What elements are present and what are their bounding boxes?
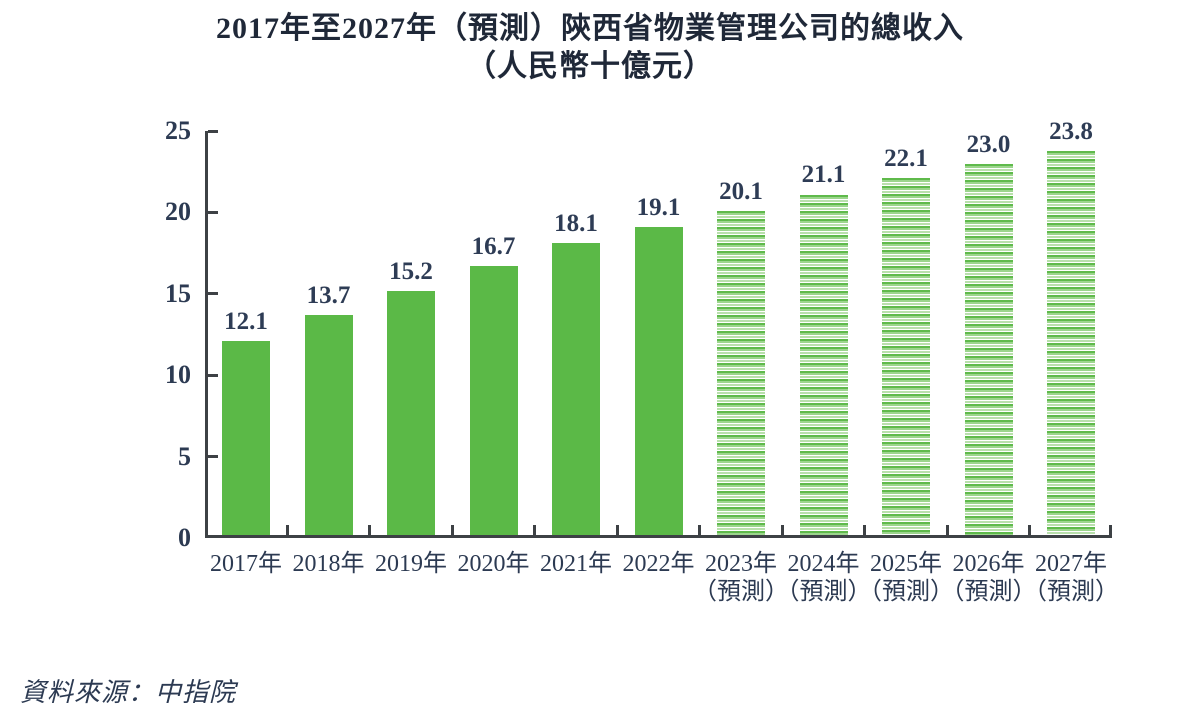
x-axis-tick xyxy=(863,525,867,535)
x-axis-tick xyxy=(1028,525,1032,535)
x-axis-tick xyxy=(368,525,372,535)
x-category-label: 2024年 （預測） xyxy=(769,550,879,607)
y-tick-label: 20 xyxy=(165,197,191,227)
bar-value-label: 12.1 xyxy=(224,308,268,335)
x-category-label: 2025年 （預測） xyxy=(851,550,961,607)
bar-value-label: 23.0 xyxy=(966,130,1011,158)
y-tick-label: 15 xyxy=(165,278,191,308)
x-category-year: 2023年 xyxy=(705,551,777,577)
y-tick-label: 10 xyxy=(165,360,191,390)
x-axis-tick xyxy=(533,525,537,535)
y-axis-tick xyxy=(208,292,218,296)
bar-value-label: 13.7 xyxy=(306,281,351,309)
bar-value-label: 18.1 xyxy=(554,210,598,238)
x-category-year: 2026年 xyxy=(952,551,1025,577)
bar-2020年 xyxy=(469,266,518,535)
chart-title-line1: 2017年至2027年（預測）陝西省物業管理公司的總收入 xyxy=(216,12,964,45)
x-category-year: 2019年 xyxy=(375,551,447,577)
x-category-forecast-tag: （預測） xyxy=(940,579,1037,606)
x-axis-tick xyxy=(615,525,619,535)
bar-value-label: 20.1 xyxy=(719,177,763,205)
bar-value-label: 23.8 xyxy=(1049,117,1093,145)
x-category-label: 2021年 xyxy=(521,550,631,578)
x-category-year: 2022年 xyxy=(622,551,695,577)
x-category-forecast-tag: （預測） xyxy=(1023,579,1119,606)
x-category-forecast-tag: （預測） xyxy=(693,579,789,606)
x-category-year: 2020年 xyxy=(457,551,530,577)
y-axis-tick xyxy=(208,373,218,377)
x-category-label: 2023年 （預測） xyxy=(686,550,796,607)
x-category-label: 2018年 xyxy=(274,550,384,578)
y-axis-tick xyxy=(208,455,218,459)
x-category-label: 2017年 xyxy=(191,550,301,578)
bar-2023年 xyxy=(717,210,765,535)
x-category-year: 2027年 xyxy=(1035,551,1107,577)
y-tick-label: 5 xyxy=(178,441,191,471)
x-category-label: 2020年 xyxy=(439,550,549,578)
plot-area: 0 5 10 15 20 25 12.1 2017年 13.7 2018年 15.2 2019年 16.… xyxy=(165,118,1119,606)
x-category-forecast-tag: （預測） xyxy=(775,579,872,606)
x-category-year: 2024年 xyxy=(787,551,860,577)
bar-value-label: 22.1 xyxy=(884,145,928,173)
bar-2018年 xyxy=(304,314,353,535)
chart-title: 2017年至2027年（預測）陝西省物業管理公司的總收入 （人民幣十億元） xyxy=(80,10,1100,85)
x-category-label: 2022年 xyxy=(604,550,714,578)
chart-title-line2: （人民幣十億元） xyxy=(466,49,714,83)
x-axis-tick xyxy=(285,525,289,535)
y-tick-label: 25 xyxy=(165,116,191,145)
y-axis-tick xyxy=(208,129,218,133)
bar-value-label: 19.1 xyxy=(636,194,681,222)
y-axis-line xyxy=(205,131,208,538)
x-category-year: 2025年 xyxy=(870,551,942,577)
x-axis-tick xyxy=(780,525,784,535)
x-axis-line xyxy=(205,535,1112,538)
bar-2017年 xyxy=(222,341,270,535)
x-axis-end-tick xyxy=(1109,525,1112,535)
x-category-label: 2027年 （預測） xyxy=(1016,550,1126,607)
bar-value-label: 21.1 xyxy=(801,161,846,189)
x-axis-tick xyxy=(945,525,949,535)
bar-value-label: 16.7 xyxy=(471,233,516,261)
bar-value-label: 15.2 xyxy=(389,257,433,285)
x-category-forecast-tag: （預測） xyxy=(858,579,954,606)
x-axis-tick xyxy=(450,525,454,535)
x-axis-tick xyxy=(698,525,702,535)
y-axis-tick xyxy=(208,210,218,214)
bar-2026年 xyxy=(964,163,1013,535)
x-category-label: 2019年 xyxy=(356,550,466,578)
bar-2024年 xyxy=(799,194,848,535)
source-note: 資料來源：中指院 xyxy=(20,678,237,707)
bar-2025年 xyxy=(882,178,930,535)
y-tick-label: 0 xyxy=(178,523,191,552)
bar-2022年 xyxy=(634,227,683,535)
x-category-year: 2018年 xyxy=(292,551,365,577)
x-category-year: 2021年 xyxy=(540,551,612,577)
x-category-label: 2026年 （預測） xyxy=(934,550,1044,607)
bar-2019年 xyxy=(387,290,435,535)
x-category-year: 2017年 xyxy=(210,551,282,577)
bar-2021年 xyxy=(552,243,600,535)
bar-2027年 xyxy=(1047,150,1095,535)
